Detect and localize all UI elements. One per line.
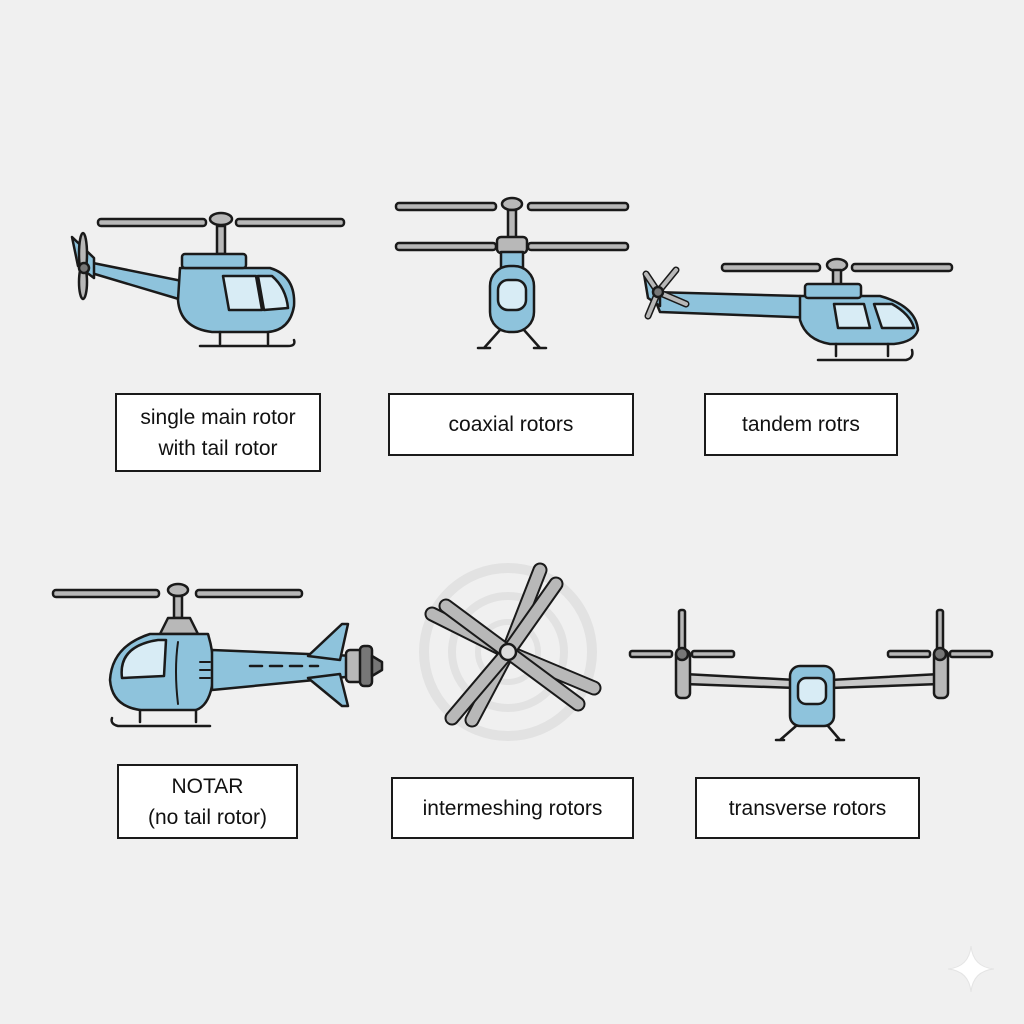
label-intermeshing-rotors: intermeshing rotors [391,777,634,839]
single-main-rotor-helicopter-icon [70,211,346,348]
label-transverse-rotors: transverse rotors [695,777,920,839]
transverse-rotors-icon [628,608,994,742]
label-single-main-rotor: single main rotor with tail rotor [115,393,321,472]
label-coaxial-rotors: coaxial rotors [388,393,634,456]
label-tandem-rotors: tandem rotrs [704,393,898,456]
sparkle-icon [947,945,995,993]
notar-helicopter-icon [51,582,384,728]
tandem-rotor-helicopter-icon [642,257,954,362]
intermeshing-rotors-icon [419,562,602,741]
coaxial-rotor-helicopter-icon [394,196,630,350]
label-notar: NOTAR (no tail rotor) [117,764,298,839]
